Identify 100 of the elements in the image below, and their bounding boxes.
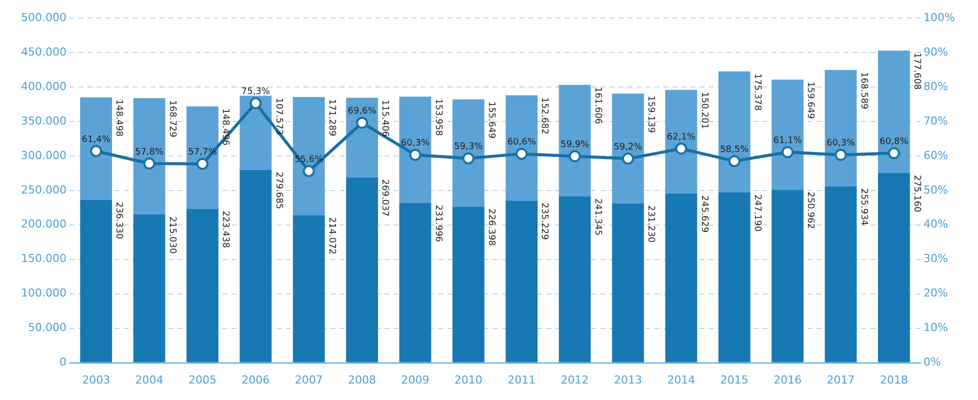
bar	[452, 99, 484, 207]
bar	[399, 96, 432, 203]
y-tick-label: 100.000	[20, 286, 66, 300]
x-tick-label: 2009	[401, 373, 430, 386]
data-label: 61,4%	[82, 134, 111, 145]
data-label: 155.649	[486, 101, 496, 139]
point	[782, 146, 794, 158]
bar	[718, 71, 750, 192]
y2-tick-label: 70%	[924, 114, 948, 128]
data-label: 60,6%	[507, 138, 536, 148]
data-label: 107.573	[273, 98, 284, 135]
y-tick-label: 400.000	[20, 80, 66, 93]
y-tick-label: 150.000	[20, 252, 66, 266]
bar	[186, 208, 218, 362]
x-tick-label: 2008	[348, 373, 376, 386]
data-label: 236.330	[114, 202, 124, 240]
data-label: 175.378	[752, 73, 762, 111]
y-tick-label: 250.000	[20, 183, 66, 196]
y-tick-label: 350.000	[20, 114, 66, 128]
bar	[452, 206, 484, 362]
data-label: 57,7%	[188, 148, 218, 158]
bar	[186, 106, 218, 209]
bar	[772, 80, 804, 190]
data-label: 159.139	[646, 96, 656, 134]
data-label: 235.229	[539, 202, 550, 240]
y2-tick-label: 40%	[924, 218, 948, 231]
data-label: 241.345	[592, 198, 602, 236]
data-label: 275.160	[912, 175, 922, 213]
y2-tick-label: 60%	[924, 148, 948, 162]
y-tick-label: 300.000	[20, 148, 66, 162]
data-label: 148.496	[220, 108, 230, 146]
data-label: 58,5%	[720, 144, 750, 155]
y2-tick-label: 20%	[924, 286, 948, 300]
point	[462, 152, 474, 164]
y-tick-label: 0	[59, 356, 66, 369]
point	[409, 148, 422, 161]
point	[356, 116, 368, 129]
bar	[506, 200, 538, 362]
bar	[506, 95, 538, 201]
data-label: 171.289	[326, 99, 336, 137]
data-label: 60,8%	[880, 137, 909, 148]
bar	[80, 97, 112, 200]
data-label: 60,3%	[400, 138, 430, 149]
point	[568, 150, 581, 162]
bar	[718, 192, 750, 362]
data-label: 226.398	[486, 208, 496, 246]
data-label: 115.406	[380, 100, 390, 138]
bar	[665, 193, 698, 362]
bar	[292, 215, 325, 362]
bar	[292, 97, 325, 216]
y-tick-label: 200.000	[20, 218, 66, 231]
data-label: 214.072	[326, 217, 336, 254]
y2-tick-label: 80%	[924, 80, 948, 93]
data-label: 60,3%	[826, 138, 856, 149]
bar	[824, 186, 857, 362]
data-label: 69,6%	[348, 106, 377, 117]
data-label: 231.996	[432, 204, 443, 242]
data-label: 55,6%	[294, 154, 324, 165]
data-label: 245.629	[698, 195, 709, 233]
bar	[878, 173, 910, 362]
point	[728, 155, 740, 168]
data-label: 168.589	[858, 72, 868, 110]
x-tick-label: 2011	[508, 373, 536, 386]
point	[516, 148, 528, 160]
data-label: 161.606	[592, 86, 602, 124]
y2-tick-label: 10%	[924, 321, 948, 334]
bar	[558, 84, 591, 196]
x-tick-label: 2013	[614, 373, 642, 386]
x-tick-label: 2006	[242, 373, 270, 386]
data-label: 59,2%	[614, 142, 643, 153]
data-label: 269.037	[380, 179, 390, 216]
data-label: 57,8%	[134, 147, 164, 158]
data-label: 247.190	[752, 194, 762, 232]
x-tick-label: 2007	[294, 373, 323, 386]
data-label: 279.685	[273, 172, 284, 210]
point	[302, 165, 315, 178]
point	[196, 158, 208, 170]
bar	[878, 50, 910, 174]
bar	[399, 202, 432, 362]
x-tick-label: 2004	[135, 373, 164, 386]
x-tick-label: 2018	[880, 373, 908, 386]
bar	[240, 96, 272, 170]
data-label: 177.608	[912, 52, 922, 90]
y-tick-label: 500.000	[20, 10, 66, 24]
y-tick-label: 450.000	[20, 45, 66, 58]
x-tick-label: 2016	[774, 373, 802, 386]
data-label: 61,1%	[773, 136, 802, 146]
x-tick-label: 2014	[667, 373, 696, 386]
point	[834, 148, 847, 161]
y2-tick-label: 90%	[924, 45, 948, 58]
data-label: 152.682	[539, 97, 550, 135]
x-tick-label: 2010	[454, 373, 482, 386]
bar	[133, 214, 166, 362]
data-label: 223.438	[220, 210, 230, 248]
point	[888, 147, 900, 160]
data-label: 250.962	[805, 192, 816, 229]
y2-tick-label: 50%	[924, 183, 948, 196]
point	[622, 152, 634, 165]
data-label: 231.230	[646, 205, 656, 243]
bar	[612, 203, 644, 362]
